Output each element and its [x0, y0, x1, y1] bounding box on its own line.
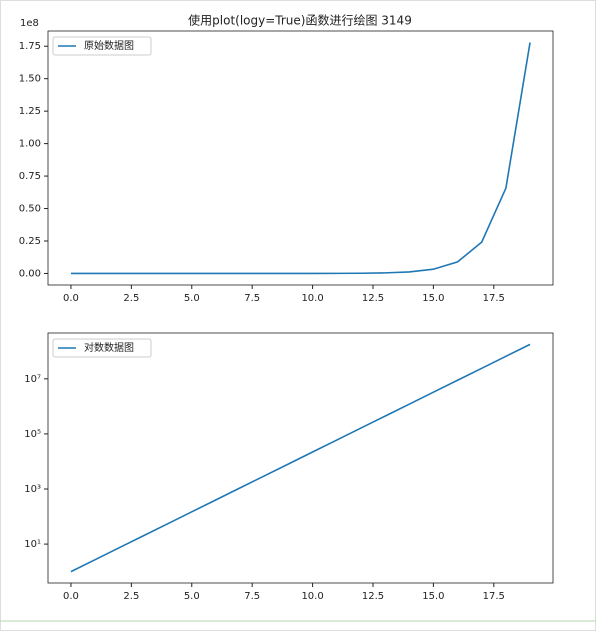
x-tick-label: 7.5 [244, 591, 260, 602]
x-tick-label: 2.5 [123, 591, 139, 602]
y-tick-label: 10⁷ [24, 374, 41, 385]
legend-label: 对数数据图 [84, 341, 134, 354]
y-tick-label: 0.25 [19, 236, 41, 247]
legend-box [52, 338, 152, 358]
y-tick-label: 1.75 [19, 41, 41, 52]
axes-frame [47, 332, 554, 584]
data-line [70, 343, 531, 573]
chart-title: 使用plot(logy=True)函数进行绘图 3149 [188, 13, 412, 28]
y-tick-label: 0.00 [19, 268, 41, 279]
x-tick-label: 15.0 [422, 293, 444, 304]
y-tick-label: 0.75 [19, 171, 41, 182]
y-tick-label: 1.25 [19, 106, 41, 117]
x-tick-label: 10.0 [301, 293, 323, 304]
y-tick-label: 1.50 [19, 74, 41, 85]
x-tick-label: 12.5 [362, 293, 384, 304]
x-tick-label: 2.5 [123, 293, 139, 304]
x-tick-label: 15.0 [422, 591, 444, 602]
x-tick-label: 0.0 [63, 591, 79, 602]
x-tick-label: 17.5 [483, 591, 505, 602]
x-tick-label: 5.0 [184, 293, 200, 304]
legend-box [52, 36, 152, 56]
x-tick-label: 12.5 [362, 591, 384, 602]
y-tick-label: 10¹ [24, 539, 41, 550]
y-tick-label: 10⁵ [24, 429, 41, 440]
y-offset-label: 1e8 [20, 18, 39, 29]
x-tick-label: 7.5 [244, 293, 260, 304]
data-line [70, 42, 531, 275]
y-tick-label: 0.50 [19, 204, 41, 215]
x-tick-label: 10.0 [301, 591, 323, 602]
axes-frame [47, 30, 554, 286]
x-tick-label: 0.0 [63, 293, 79, 304]
x-tick-label: 17.5 [483, 293, 505, 304]
x-tick-label: 5.0 [184, 591, 200, 602]
y-tick-label: 1.00 [19, 139, 41, 150]
legend-label: 原始数据图 [84, 39, 134, 52]
y-tick-label: 10³ [24, 484, 41, 495]
